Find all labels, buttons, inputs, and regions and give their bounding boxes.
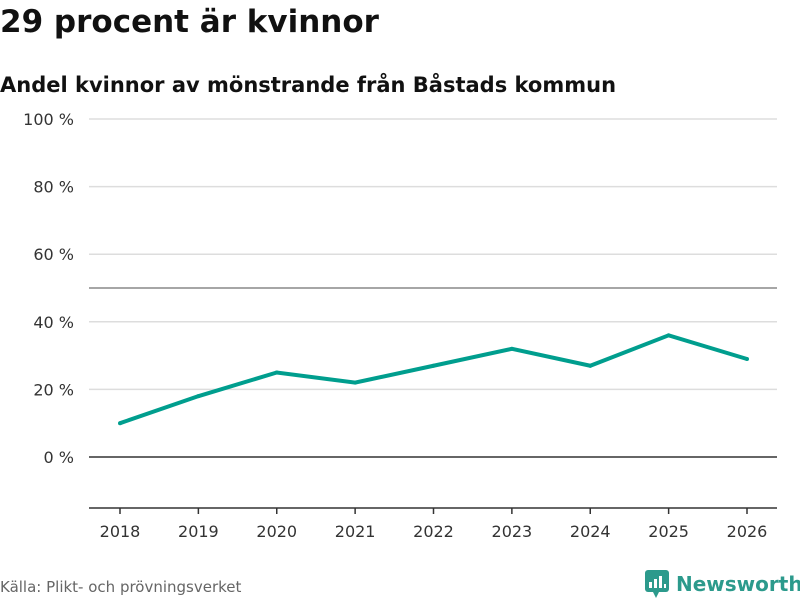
y-tick-label: 20 % — [33, 380, 74, 399]
data-point — [745, 356, 749, 361]
y-tick-label: 80 % — [33, 178, 74, 197]
newsworthy-logo: Newsworthy — [645, 570, 800, 598]
y-tick-label: 60 % — [33, 245, 74, 264]
x-tick-label: 2024 — [570, 522, 611, 541]
data-point — [353, 380, 358, 385]
data-point — [588, 363, 593, 368]
data-point — [509, 346, 514, 351]
chart-subtitle: Andel kvinnor av mönstrande från Båstads… — [0, 73, 617, 97]
y-tick-label: 0 % — [44, 448, 74, 467]
newsworthy-logo-text: Newsworthy — [676, 572, 800, 596]
newsworthy-logo-icon — [645, 570, 669, 598]
x-tick-label: 2023 — [492, 522, 533, 541]
series-line — [119, 333, 748, 426]
y-tick-label: 100 % — [23, 110, 74, 129]
x-tick-label: 2019 — [178, 522, 219, 541]
source-note: Källa: Plikt- och prövningsverket — [0, 578, 242, 596]
data-point — [431, 363, 436, 368]
x-tick-label: 2021 — [335, 522, 376, 541]
data-point — [118, 421, 122, 426]
chart-title: 29 procent är kvinnor — [0, 4, 379, 40]
x-tick-label: 2022 — [413, 522, 454, 541]
data-point — [274, 370, 279, 375]
data-point — [666, 333, 671, 338]
data-point — [196, 394, 201, 399]
y-tick-label: 40 % — [33, 313, 74, 332]
x-tick-label: 2025 — [648, 522, 689, 541]
x-tick-label: 2020 — [256, 522, 297, 541]
x-tick-label: 2026 — [727, 522, 768, 541]
x-tick-label: 2018 — [100, 522, 141, 541]
